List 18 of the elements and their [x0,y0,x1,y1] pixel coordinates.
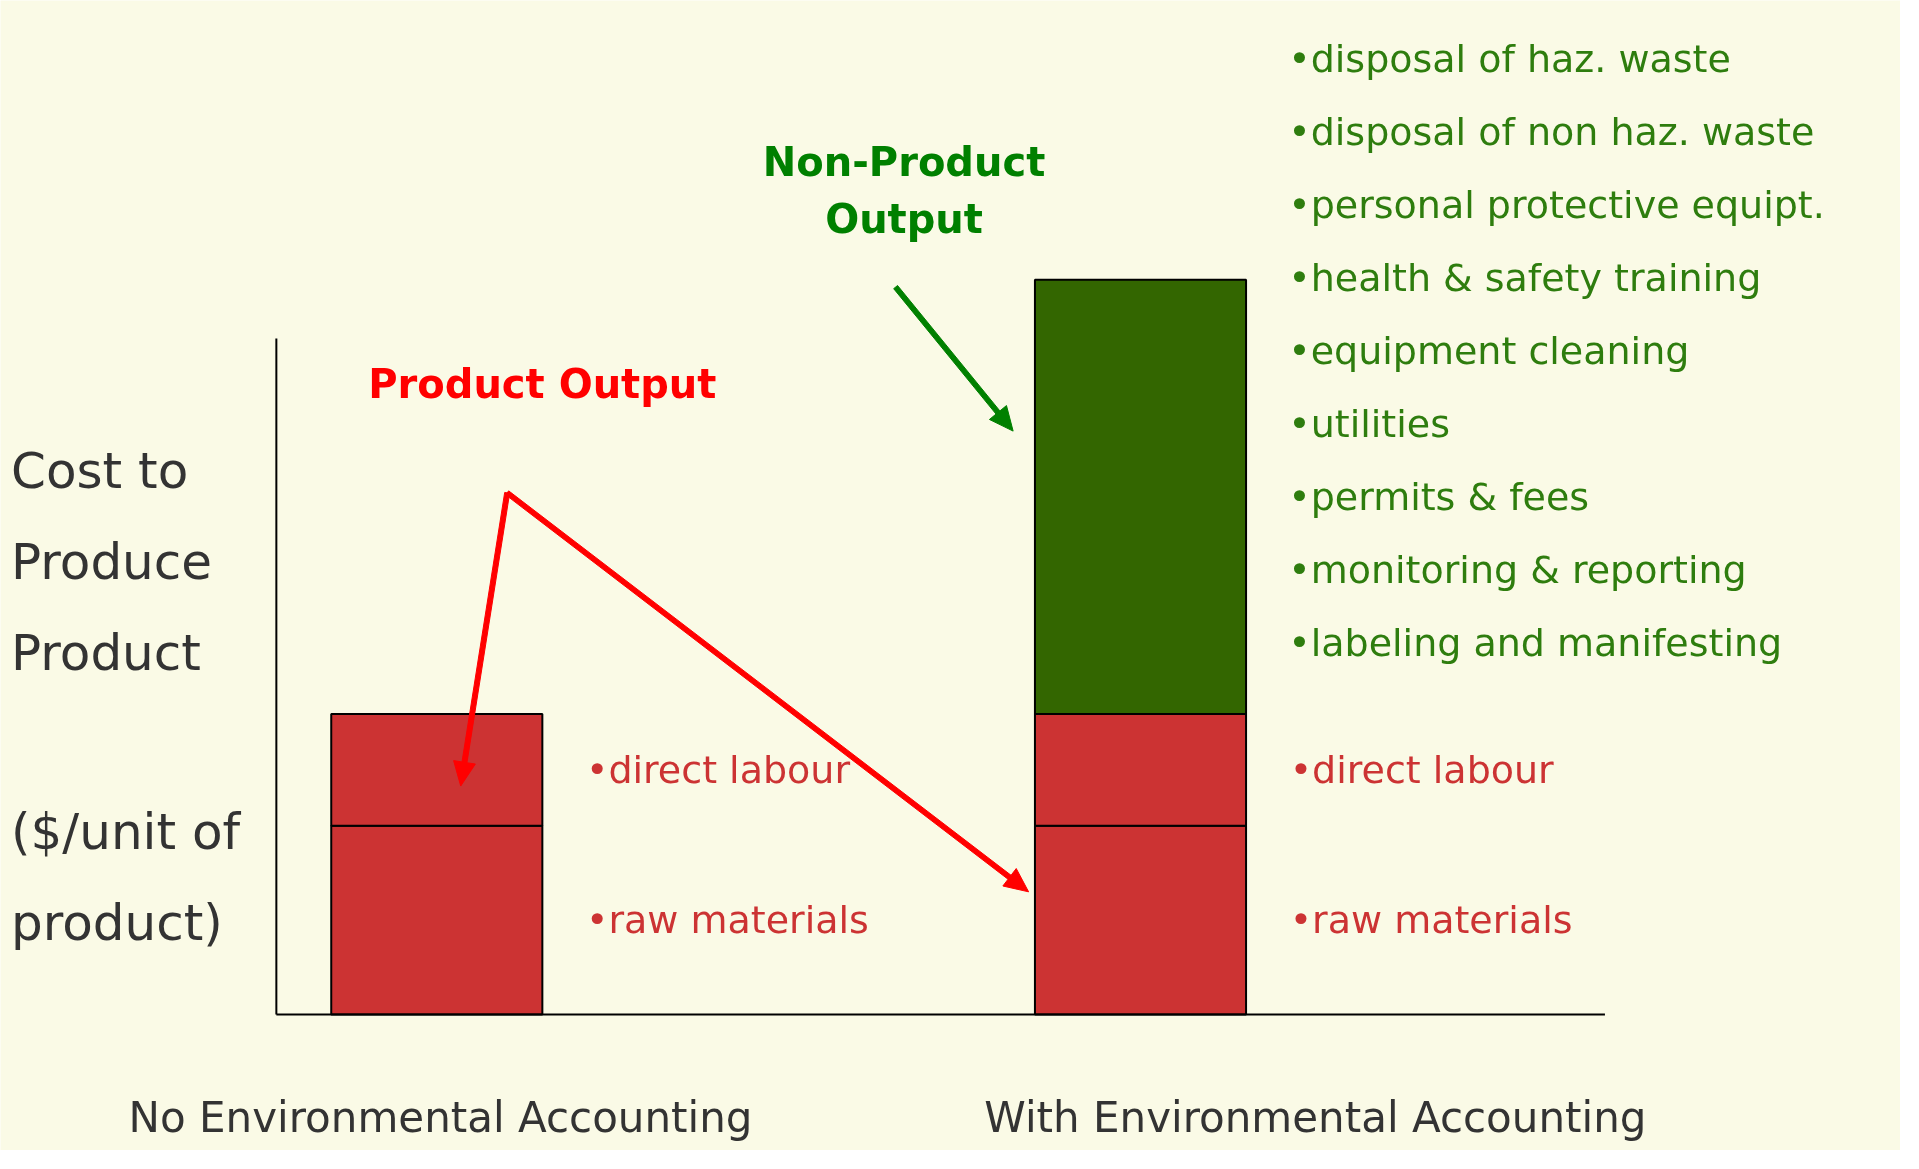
text: •direct labour [1289,747,1554,792]
text: •disposal of haz. waste [1288,37,1731,82]
text: •disposal of non haz. waste [1288,110,1815,155]
annotation: •utilities [1288,402,1450,447]
x-tick-label: With Environmental Accounting [984,1092,1647,1142]
text: •raw materials [1289,898,1573,943]
annotation: •monitoring & reporting [1288,548,1747,593]
series-label: •direct labour [585,747,851,792]
annotation: •permits & fees [1288,475,1590,520]
series-label: •raw materials [585,898,869,943]
text: •personal protective equipt. [1288,183,1825,228]
text: Cost to Produce Product ($/unit of product) [11,441,241,953]
text: Non-Product Output [762,139,1046,243]
annotation: Product Output [368,361,717,408]
annotation: •health & safety training [1288,256,1762,301]
annotation: •equipment cleaning [1288,329,1690,374]
annotation: •labeling and manifesting [1288,621,1783,666]
x-tick-label: No Environmental Accounting [128,1092,753,1142]
